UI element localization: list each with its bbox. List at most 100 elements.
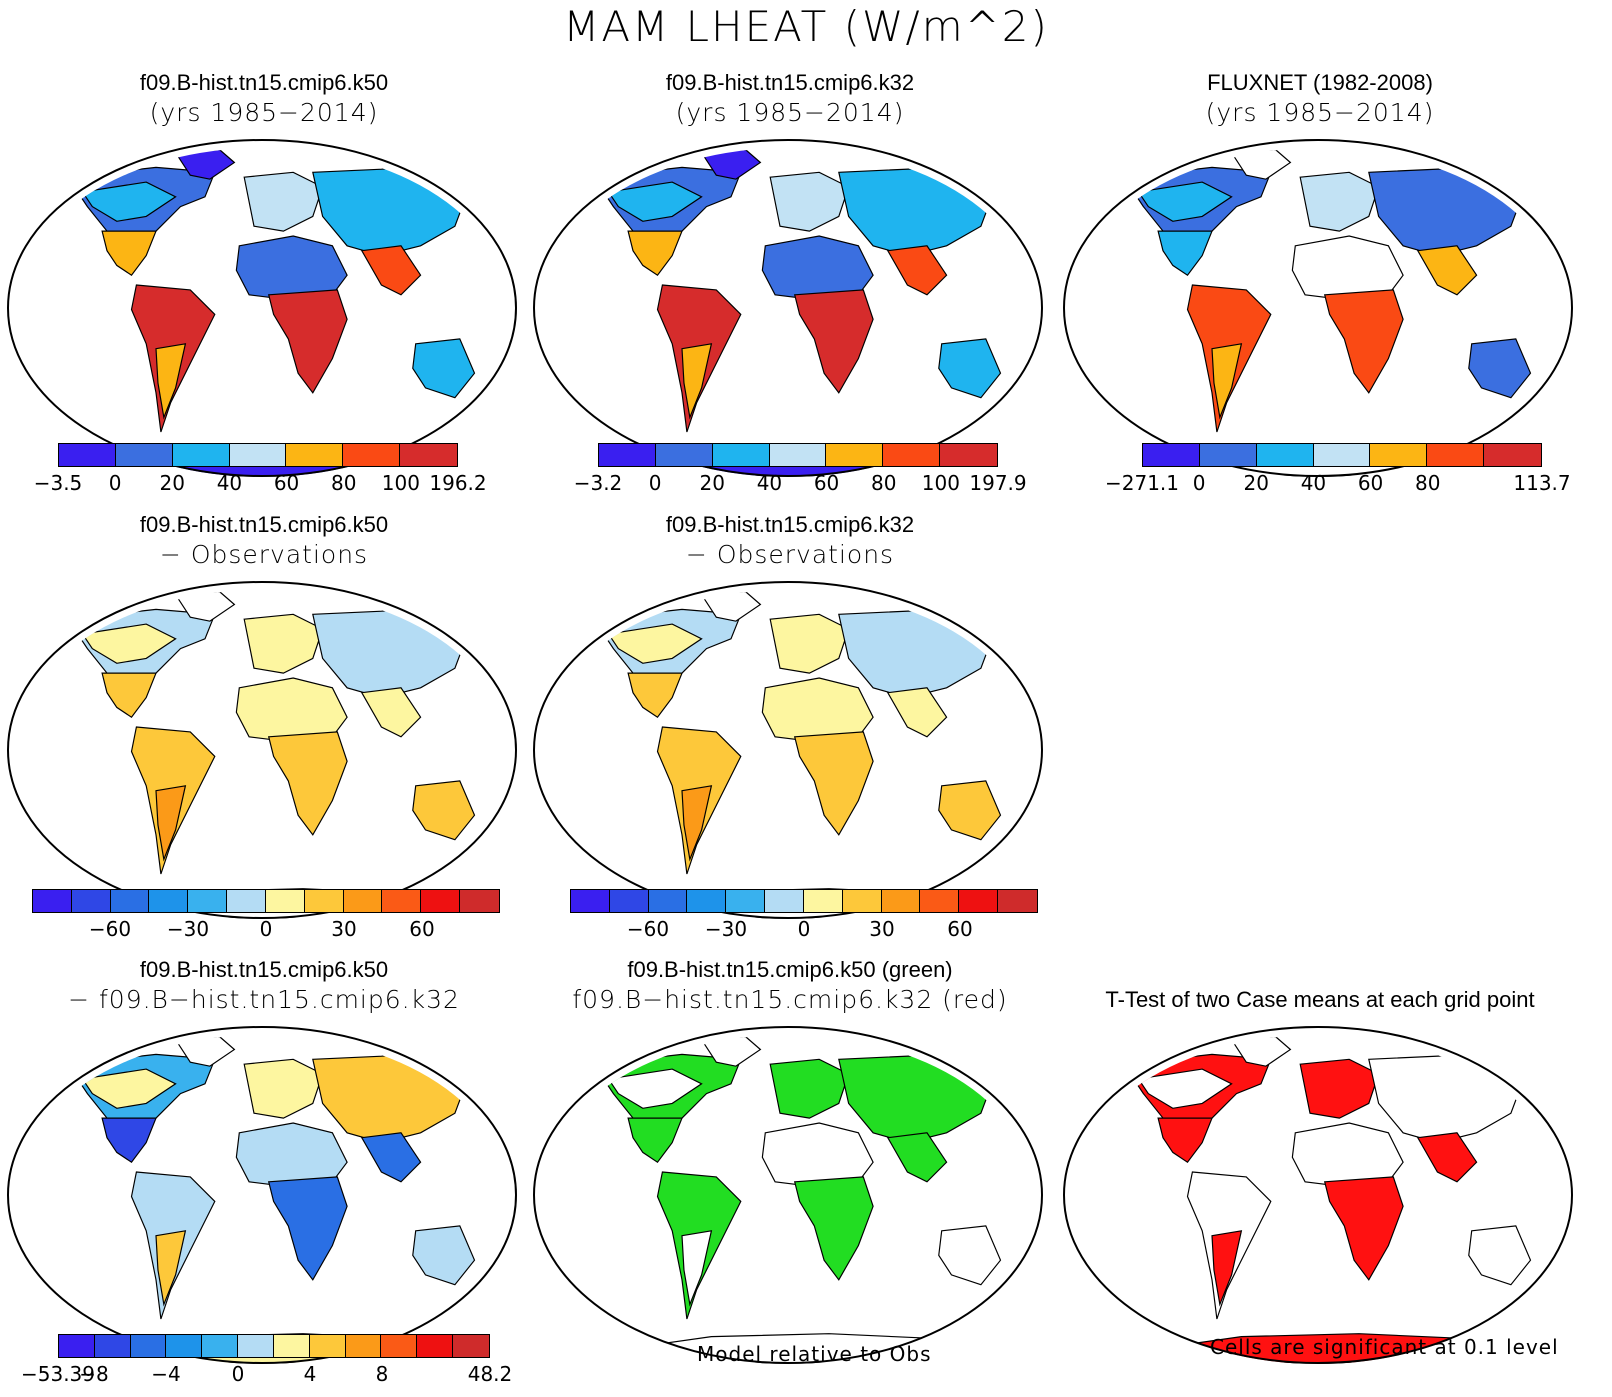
panel-title: f09.B-hist.tn15.cmip6.k50 (139, 70, 389, 95)
colorbar-tick-label: −30 (166, 917, 210, 941)
land-region-sa2 (155, 785, 187, 862)
colorbar-bin (381, 1335, 418, 1357)
panel-k50-minus-k32: f09.B-hist.tn15.cmip6.k50 − f09.B−hist.t… (4, 957, 524, 1397)
colorbar-k32: −3.2 0 20 40 60 80 100 197.9 (574, 443, 1027, 503)
land-region-as2 (1416, 1132, 1478, 1183)
colorbar-tick-label: 60 (409, 917, 435, 941)
colorbar-bin (726, 890, 766, 912)
land-region-as (1368, 1053, 1527, 1144)
map-boundary (1063, 139, 1573, 477)
colorbar-bin (94, 1335, 131, 1357)
panel-subtitle: − Observations (685, 540, 895, 569)
colorbar-bin (920, 890, 960, 912)
land-region-na2 (607, 1068, 703, 1109)
colorbar-bin (769, 444, 827, 466)
panel-title: f09.B-hist.tn15.cmip6.k50 (139, 512, 389, 537)
land-region-sa2 (681, 343, 713, 420)
land-region-as2 (1416, 245, 1478, 296)
map-boundary (1063, 1026, 1573, 1364)
land-region-as2 (360, 245, 422, 296)
land-region-us (627, 1117, 683, 1163)
land-region-as (1368, 166, 1527, 257)
colorbar-strip (32, 889, 500, 913)
colorbar-bin (883, 444, 941, 466)
land-region-au (1468, 1225, 1532, 1286)
colorbar-tick-label: 196.2 (429, 471, 487, 495)
colorbar-bin (238, 1335, 274, 1357)
colorbar-tick-label: −60 (88, 917, 132, 941)
colorbar-diff-k50: −60 −30 0 30 60 (32, 889, 502, 949)
land-region-af2 (267, 1176, 348, 1281)
land-region-eu (243, 171, 324, 232)
colorbar-bin (609, 890, 649, 912)
panel-title: T-Test of two Case means at each grid po… (1105, 987, 1535, 1012)
colorbar-bin (571, 890, 610, 912)
colorbar-bin (149, 890, 189, 912)
model-relative-note: Model relative to Obs (697, 1342, 932, 1366)
panel-ttest: T-Test of two Case means at each grid po… (1060, 957, 1580, 1397)
colorbar-bin (1199, 444, 1257, 466)
colorbar-bin (1370, 444, 1428, 466)
colorbar-tick-label: 48.2 (467, 1362, 513, 1386)
land-region-sa2 (681, 1230, 713, 1307)
land-region-af2 (793, 731, 874, 836)
colorbar-diff-k32: −60 −30 0 30 60 (570, 889, 1040, 949)
land-region-as2 (886, 245, 948, 296)
colorbar-tick-label: 60 (813, 471, 840, 495)
panel-title: f09.B-hist.tn15.cmip6.k50 (139, 957, 389, 982)
land-region-as (838, 608, 997, 699)
colorbar-bin (202, 1335, 239, 1357)
colorbar-bin (765, 890, 804, 912)
land-region-eu (1299, 171, 1380, 232)
panel-subtitle: f09.B−hist.tn15.cmip6.k32 (red) (572, 985, 1008, 1014)
land-region-na2 (607, 623, 703, 664)
colorbar-tick-label: 60 (947, 917, 973, 941)
land-region-au (412, 1225, 476, 1286)
land-region-as2 (886, 687, 948, 738)
colorbar-tick-label: 60 (1357, 471, 1384, 495)
colorbar-tick-label: −4 (151, 1362, 181, 1386)
colorbar-bin (273, 1335, 310, 1357)
colorbar-fluxnet: −271.1 0 20 40 60 80 113.7 (1105, 443, 1571, 503)
land-region-na2 (81, 1068, 177, 1109)
colorbar-tick-label: 113.7 (1513, 471, 1571, 495)
colorbar-bin (1427, 444, 1485, 466)
colorbar-bin (826, 444, 884, 466)
map-boundary (533, 1026, 1043, 1364)
colorbar-tick-label: −3.5 (33, 471, 83, 495)
land-region-as (838, 1053, 997, 1144)
colorbar-bin (227, 890, 266, 912)
colorbar-tick-label: 20 (159, 471, 186, 495)
colorbar-bin (265, 890, 305, 912)
panel-subtitle: (yrs 1985−2014) (149, 98, 379, 127)
land-region-eu (769, 613, 850, 674)
colorbar-bin (110, 890, 150, 912)
world-map (7, 1026, 517, 1364)
colorbar-bin (71, 890, 111, 912)
land-region-as (312, 1053, 471, 1144)
colorbar-tick-label: 20 (699, 471, 726, 495)
land-region-eu (769, 1058, 850, 1119)
colorbar-bin (648, 890, 688, 912)
panel-k50-minus-obs: f09.B-hist.tn15.cmip6.k50 − Observations (4, 512, 524, 952)
world-map (1063, 1026, 1573, 1364)
colorbar-bin (1256, 444, 1314, 466)
colorbar-bin (1484, 444, 1542, 466)
land-region-au (938, 1225, 1002, 1286)
colorbar-strip (58, 443, 458, 467)
colorbar-bin (940, 444, 998, 466)
map-boundary (533, 581, 1043, 919)
colorbar-tick-label: 0 (797, 917, 811, 941)
land-region-au (1468, 338, 1532, 399)
land-region-af2 (793, 1176, 874, 1281)
land-region-us (627, 230, 683, 276)
colorbar-tick-label: 0 (231, 1362, 245, 1386)
colorbar-bin (417, 1335, 454, 1357)
colorbar-bin (343, 890, 383, 912)
panel-subtitle: − f09.B−hist.tn15.cmip6.k32 (68, 985, 460, 1014)
colorbar-strip (598, 443, 998, 467)
map-boundary (7, 1026, 517, 1364)
colorbar-bin (1313, 444, 1371, 466)
land-region-sa2 (155, 1230, 187, 1307)
colorbar-bin (309, 1335, 346, 1357)
